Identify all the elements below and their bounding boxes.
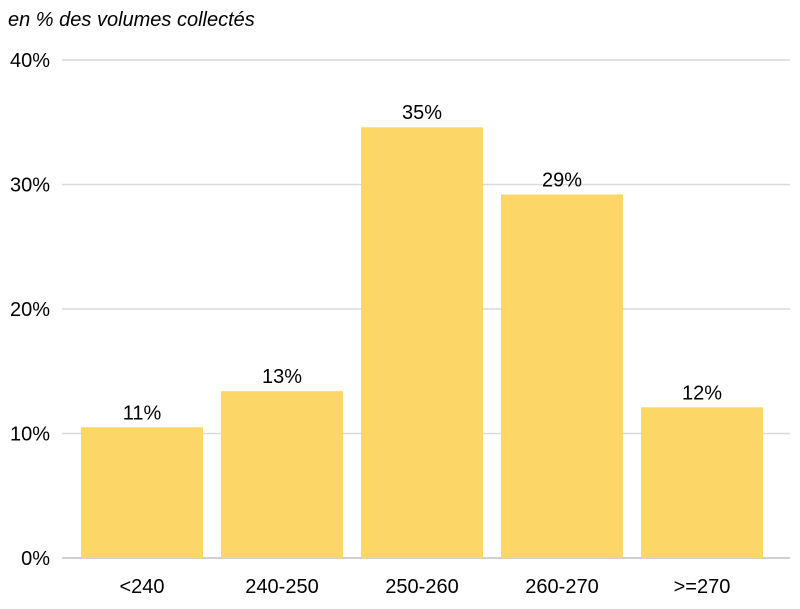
bar bbox=[81, 427, 203, 558]
bar bbox=[221, 391, 343, 558]
data-label: 12% bbox=[682, 382, 722, 404]
x-tick-label: <240 bbox=[119, 576, 164, 598]
data-label: 11% bbox=[123, 402, 162, 424]
y-tick-label: 40% bbox=[10, 50, 50, 72]
y-tick-label: 30% bbox=[10, 175, 50, 197]
data-label: 29% bbox=[542, 169, 582, 191]
y-axis-title: en % des volumes collectés bbox=[8, 9, 255, 31]
bar bbox=[501, 194, 623, 558]
y-tick-label: 10% bbox=[10, 424, 50, 446]
x-tick-label: >=270 bbox=[674, 576, 731, 598]
x-tick-labels: <240 240-250 250-260 260-270 >=270 bbox=[119, 576, 730, 598]
data-label: 35% bbox=[402, 102, 442, 124]
bars bbox=[81, 127, 763, 558]
bar bbox=[641, 407, 763, 558]
y-tick-labels: 0% 10% 20% 30% 40% bbox=[10, 50, 50, 570]
data-label: 13% bbox=[262, 366, 302, 388]
data-labels: 11% 13% 35% 29% 12% bbox=[123, 102, 723, 424]
y-tick-label: 0% bbox=[21, 548, 50, 570]
x-tick-label: 260-270 bbox=[525, 576, 598, 598]
x-tick-label: 250-260 bbox=[385, 576, 458, 598]
x-tick-label: 240-250 bbox=[245, 576, 318, 598]
bar bbox=[361, 127, 483, 558]
y-tick-label: 20% bbox=[10, 299, 50, 321]
